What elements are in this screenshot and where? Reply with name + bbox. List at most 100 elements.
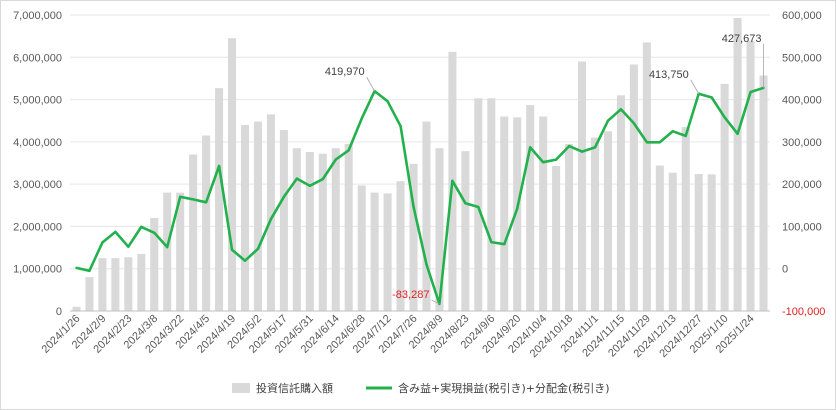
bar xyxy=(500,116,509,311)
bar xyxy=(72,306,81,311)
annotation-label: 413,750 xyxy=(649,69,689,81)
line-point xyxy=(528,146,532,149)
line-point xyxy=(710,96,713,99)
y-right-tick-label: 200,000 xyxy=(782,179,822,191)
bar xyxy=(409,163,418,311)
line-point xyxy=(166,245,169,249)
bar xyxy=(435,148,444,311)
y-left-tick-label: 5,000,000 xyxy=(13,95,62,107)
line-point xyxy=(191,198,195,201)
line-point xyxy=(671,130,674,133)
bar xyxy=(163,192,172,311)
line-point xyxy=(204,201,208,204)
y-right-tick-label: 300,000 xyxy=(782,137,822,149)
bar xyxy=(707,174,716,311)
line-point xyxy=(360,117,363,120)
bar xyxy=(137,253,146,311)
right-axis: -100,000 0 100,000 200,000 300,000 400,000 500… xyxy=(782,10,825,318)
line-point xyxy=(334,158,337,161)
bar xyxy=(461,151,470,311)
bar xyxy=(111,258,120,311)
bar xyxy=(150,217,159,311)
bar xyxy=(422,121,431,311)
legend: 投資信託購入額 含み益+実現損益(税引き)+分配金(税引き) xyxy=(232,381,610,395)
bar xyxy=(474,98,483,311)
bar xyxy=(292,148,301,311)
y-right-tick-label: 500,000 xyxy=(782,52,822,64)
line-point xyxy=(645,141,649,144)
line-point xyxy=(153,231,156,234)
line-point xyxy=(269,218,273,221)
bar xyxy=(370,192,379,311)
line-point xyxy=(412,205,415,208)
bar xyxy=(344,143,353,311)
bar xyxy=(629,64,638,311)
y-left-tick-label: 6,000,000 xyxy=(13,52,62,64)
line-point xyxy=(490,240,493,244)
line-point xyxy=(256,247,260,251)
bar xyxy=(746,40,755,312)
bar xyxy=(396,181,405,311)
bar xyxy=(176,192,185,311)
bar xyxy=(578,61,587,312)
left-axis: 0 1,000,000 2,000,000 3,000,000 4,000,000 5,0… xyxy=(13,10,62,318)
y-left-tick-label: 2,000,000 xyxy=(13,221,62,233)
bar xyxy=(681,127,690,311)
bar xyxy=(266,114,275,311)
bar xyxy=(526,105,535,311)
bar xyxy=(240,124,250,311)
y-left-tick-label: 3,000,000 xyxy=(13,179,62,191)
bar xyxy=(318,153,327,311)
bar xyxy=(642,42,651,311)
x-axis: 2024/1/262024/2/92024/2/232024/3/82024/3… xyxy=(40,310,770,360)
bar xyxy=(694,173,703,311)
legend-label-bar: 投資信託購入額 xyxy=(256,381,333,395)
bar xyxy=(202,135,211,311)
legend-swatch-bar xyxy=(232,383,250,393)
line-point xyxy=(114,230,117,234)
bar xyxy=(98,258,107,311)
bar xyxy=(215,88,224,311)
line-point xyxy=(684,134,687,138)
line-point xyxy=(101,241,104,244)
line-path xyxy=(76,86,764,306)
y-right-tick-label: 400,000 xyxy=(782,95,822,107)
bar xyxy=(539,116,548,311)
bar-series xyxy=(72,17,768,312)
bar xyxy=(655,165,664,311)
line-point xyxy=(477,205,480,209)
line-point xyxy=(88,269,91,273)
line-point xyxy=(75,266,78,270)
line-point xyxy=(425,263,428,266)
bar xyxy=(616,95,625,311)
line-point xyxy=(606,119,610,122)
line-point xyxy=(516,207,519,210)
line-point xyxy=(593,146,597,149)
y-left-tick-label: 4,000,000 xyxy=(13,137,62,149)
line-point xyxy=(658,141,662,144)
annotation-leader xyxy=(690,79,700,94)
line-point xyxy=(140,225,143,229)
bar xyxy=(228,38,237,311)
bar xyxy=(552,165,561,311)
line-point xyxy=(321,177,324,181)
bar xyxy=(85,277,94,311)
y-right-tick-label: 600,000 xyxy=(782,10,822,22)
line-point xyxy=(295,177,299,180)
line-point xyxy=(464,201,467,205)
line-point xyxy=(127,245,130,248)
line-point xyxy=(243,259,247,262)
y-right-tick-label: 0 xyxy=(782,264,788,276)
annotation-leader xyxy=(431,299,440,305)
line-point xyxy=(567,144,571,148)
line-point xyxy=(541,160,545,164)
bar xyxy=(331,148,340,311)
line-point xyxy=(282,195,286,199)
bar xyxy=(253,121,262,311)
bar xyxy=(565,143,574,311)
bar xyxy=(189,154,198,311)
bar xyxy=(487,98,496,311)
bar xyxy=(513,117,522,312)
line-point xyxy=(308,184,312,188)
